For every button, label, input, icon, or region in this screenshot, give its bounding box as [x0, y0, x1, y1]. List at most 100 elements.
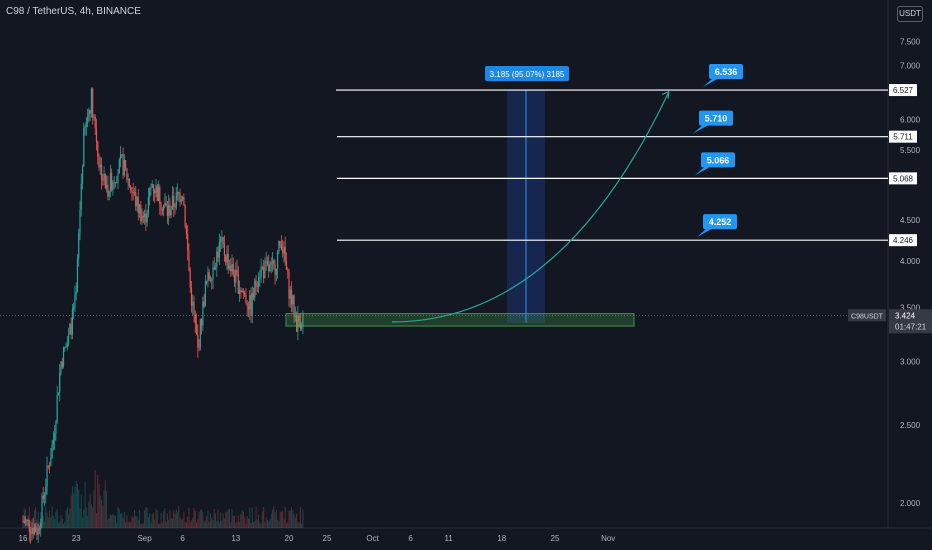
volume-bar	[240, 514, 242, 528]
volume-bar	[147, 517, 149, 528]
callout-label: 5.710	[705, 114, 728, 124]
volume-bar	[126, 515, 128, 528]
volume-bar	[84, 482, 86, 528]
candle-body	[113, 182, 115, 184]
candle-body	[97, 141, 99, 157]
volume-bar	[177, 511, 179, 528]
volume-bar	[249, 507, 251, 528]
target-axis-label-box	[889, 172, 917, 185]
candle-body	[22, 520, 24, 522]
candle-body	[108, 190, 110, 197]
volume-bar	[180, 519, 182, 528]
volume-bar	[263, 506, 265, 528]
volume-bar	[55, 511, 57, 528]
volume-bar	[38, 522, 40, 528]
price-tag-box	[889, 309, 932, 334]
volume-bar	[164, 508, 166, 528]
volume-bar	[106, 490, 108, 528]
candle-body	[112, 182, 114, 191]
volume-bar	[284, 506, 286, 528]
volume-bar	[46, 512, 48, 528]
volume-bar	[168, 519, 170, 528]
x-tick-label: 16	[19, 534, 28, 543]
candle-body	[156, 185, 158, 202]
volume-bar	[244, 517, 246, 528]
currency-button[interactable]: USDT	[897, 6, 923, 22]
current-price-label: 3.424	[895, 311, 916, 320]
volume-bar	[197, 519, 199, 528]
candle-body	[135, 192, 137, 207]
volume-bar	[199, 509, 201, 528]
support-zone[interactable]	[285, 313, 635, 327]
candle-body	[232, 264, 234, 275]
candle-body	[208, 272, 210, 280]
volume-bar	[282, 511, 284, 528]
price-axis[interactable]	[888, 0, 932, 550]
volume-bar	[241, 510, 243, 528]
candle-body	[119, 154, 122, 160]
volume-bar	[149, 513, 151, 528]
candle-body	[271, 260, 274, 263]
volume-bar	[206, 516, 208, 528]
candle-body	[184, 204, 186, 227]
volume-bar	[184, 522, 186, 528]
candle-body	[104, 174, 106, 188]
volume-bar	[209, 513, 211, 528]
candle-body	[130, 186, 132, 191]
candle-body	[192, 301, 194, 306]
candle-body	[245, 294, 247, 303]
x-tick-label: Sep	[137, 534, 152, 543]
volume-bar	[215, 513, 217, 528]
volume-bar	[88, 501, 90, 528]
candle-body	[169, 204, 171, 216]
candle-body	[109, 173, 111, 191]
candle-body	[64, 347, 66, 349]
candle-body	[275, 268, 277, 275]
x-tick-label: 25	[323, 534, 332, 543]
candle-body	[170, 209, 172, 216]
volume-bar	[260, 523, 262, 528]
candle-body	[227, 253, 229, 269]
candle-body	[166, 206, 168, 216]
candle-body	[155, 185, 157, 194]
volume-bar	[283, 519, 285, 528]
volume-bar	[112, 513, 114, 528]
candle-body	[165, 203, 167, 207]
candle-body	[136, 197, 138, 207]
volume-bar	[297, 522, 299, 528]
candle-body	[189, 269, 191, 288]
candle-body	[254, 280, 256, 298]
candle-body	[52, 440, 54, 445]
volume-bar	[212, 520, 214, 528]
volume-bar	[202, 511, 204, 528]
volume-bar	[144, 510, 146, 528]
candle-body	[144, 213, 146, 218]
volume-bar	[158, 523, 160, 528]
callout-pointer	[695, 166, 711, 176]
candle-body	[102, 179, 104, 181]
volume-bar	[242, 511, 244, 528]
volume-bar	[73, 493, 75, 528]
volume-bar	[250, 522, 252, 528]
candle-body	[116, 182, 118, 184]
candle-body	[141, 215, 143, 222]
candle-body	[71, 309, 73, 335]
candle-body	[149, 188, 151, 198]
volume-bar	[146, 507, 148, 528]
x-tick-label: 25	[551, 534, 560, 543]
volume-bar	[302, 509, 304, 528]
volume-bar	[160, 513, 162, 528]
volume-bar	[30, 520, 32, 528]
volume-bar	[130, 522, 132, 528]
candle-body	[168, 204, 170, 216]
candle-body	[32, 528, 34, 535]
volume-bar	[273, 506, 275, 528]
projection-curve[interactable]	[391, 91, 670, 323]
candle-body	[293, 295, 295, 317]
volume-bar	[165, 521, 167, 528]
volume-bar	[107, 519, 109, 528]
candle-body	[138, 204, 141, 213]
volume-bar	[236, 521, 238, 528]
candle-body	[175, 192, 177, 208]
